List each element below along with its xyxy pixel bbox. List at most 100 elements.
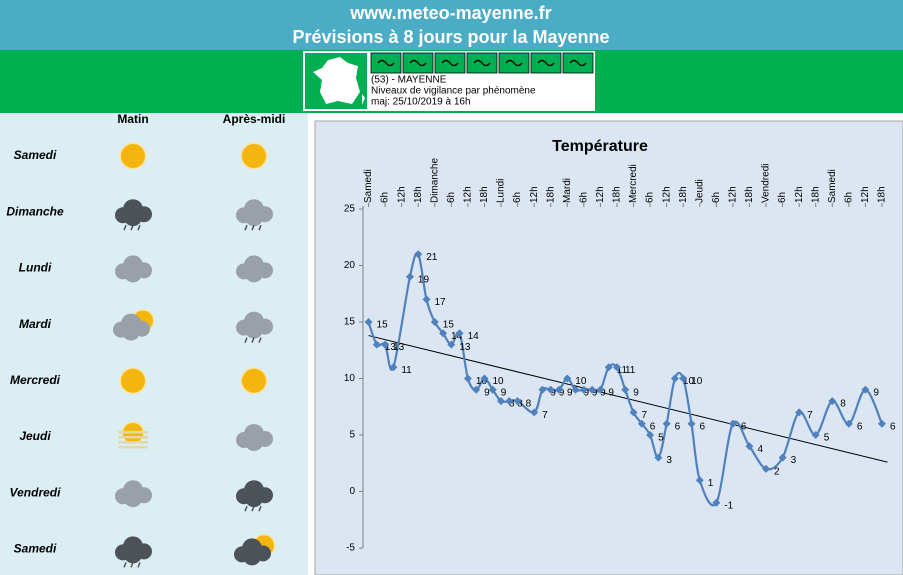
data-label: -1 [724, 500, 733, 511]
marker [728, 419, 737, 428]
x-tick-label: 12h [728, 186, 739, 203]
data-label: 7 [642, 410, 648, 421]
vigilance-glyph [409, 59, 427, 67]
data-label: 17 [434, 297, 446, 308]
marker [447, 340, 456, 349]
marker [844, 419, 853, 428]
marker [364, 318, 373, 326]
marker [381, 340, 390, 349]
marker [596, 385, 605, 394]
data-label: 9 [873, 387, 879, 398]
site-name: www.meteo-mayenne.fr [349, 3, 551, 23]
day-name: Samedi [14, 148, 57, 162]
marker [414, 250, 423, 259]
y-tick-label: 20 [344, 260, 356, 271]
data-label: 11 [401, 365, 412, 376]
chart-title: Température [552, 138, 648, 155]
marker [629, 408, 638, 417]
marker [546, 385, 555, 394]
marker [538, 385, 547, 394]
x-tick-label: 12h [661, 186, 672, 203]
data-label: 9 [633, 387, 639, 398]
rain-drop [137, 562, 141, 568]
data-label: 4 [757, 444, 763, 455]
fog [118, 436, 148, 439]
column-header: Matin [117, 112, 148, 126]
marker [795, 408, 804, 417]
data-label: 21 [426, 252, 438, 263]
y-tick-label: 15 [344, 317, 356, 328]
x-tick-label: 18h [877, 186, 888, 203]
y-tick-label: 5 [349, 430, 355, 441]
data-label: 9 [600, 387, 606, 398]
vigilance-glyph [537, 59, 555, 67]
data-label: 9 [559, 387, 565, 398]
marker [430, 318, 439, 326]
marker [497, 397, 506, 406]
data-label: 13 [393, 342, 405, 353]
y-tick-label: 25 [344, 204, 356, 215]
data-label: 19 [418, 274, 430, 285]
cloud [124, 489, 142, 508]
vigilance-update: maj: 25/10/2019 à 16h [371, 97, 471, 108]
data-label: 5 [658, 433, 664, 444]
data-label: 9 [592, 387, 598, 398]
forecast-panel [0, 113, 308, 575]
cloud [245, 264, 263, 283]
vigilance-glyph [505, 59, 523, 67]
cloud [124, 545, 142, 564]
x-tick-label: 6h [777, 192, 788, 203]
marker [712, 498, 721, 507]
x-tick-label: 12h [463, 186, 474, 203]
cloud [245, 208, 263, 227]
marker [745, 442, 754, 451]
marker [554, 385, 563, 394]
rain-drop [130, 224, 134, 231]
marker [372, 340, 381, 349]
marker [439, 329, 448, 338]
marker [662, 419, 671, 428]
x-tick-label: Jeudi [694, 179, 705, 203]
marker [762, 464, 771, 473]
data-label: 6 [890, 421, 896, 432]
marker [877, 419, 886, 428]
vigilance-caption: Niveaux de vigilance par phénomène [371, 86, 536, 97]
marker [811, 431, 820, 439]
cloud [243, 547, 261, 566]
header-band [0, 0, 903, 50]
rain-drop [258, 224, 262, 231]
x-tick-label: Lundi [496, 179, 507, 203]
marker [579, 385, 588, 394]
data-label: 6 [650, 421, 656, 432]
data-label: 11 [617, 365, 628, 376]
x-tick-label: 18h [612, 186, 623, 203]
data-label: 8 [840, 399, 846, 410]
marker [463, 374, 472, 383]
y-tick-label: -5 [346, 543, 355, 554]
x-tick-label: 6h [380, 192, 391, 203]
data-label: 10 [492, 376, 504, 387]
x-tick-label: 12h [595, 186, 606, 203]
x-tick-label: 18h [479, 186, 490, 203]
marker [472, 385, 481, 394]
data-label: 8 [517, 399, 523, 410]
day-name: Lundi [19, 261, 52, 275]
data-label: 7 [807, 410, 813, 421]
day-name: Mardi [19, 317, 52, 331]
data-label: 10 [575, 376, 587, 387]
x-tick-label: 12h [396, 186, 407, 203]
day-name: Mercredi [10, 373, 61, 387]
y-tick-label: 10 [344, 373, 356, 384]
sun [242, 144, 266, 168]
x-tick-label: 18h [744, 186, 755, 203]
marker [405, 272, 414, 281]
marker [588, 385, 597, 394]
day-name: Jeudi [19, 429, 51, 443]
day-name: Dimanche [6, 204, 64, 218]
cloud [124, 264, 142, 283]
rain-drop [244, 337, 248, 343]
data-label: 9 [584, 387, 590, 398]
data-label: 13 [459, 342, 471, 353]
marker [778, 453, 787, 462]
